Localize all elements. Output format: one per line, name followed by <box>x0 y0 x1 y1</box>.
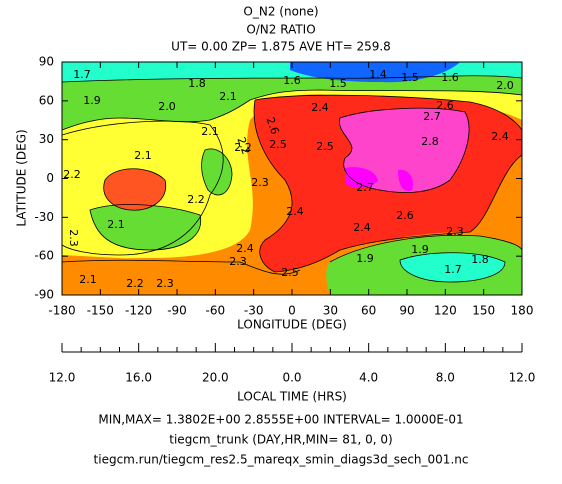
contour-label: 2.4 <box>236 242 254 255</box>
chart-subtitle: O/N2 RATIO <box>246 23 315 37</box>
x-tick-label: -150 <box>87 304 114 318</box>
contour-label: 2.3 <box>251 176 269 189</box>
y-tick-label: 90 <box>39 55 54 69</box>
contour-label: 2.7 <box>356 181 374 194</box>
contour-label: 2.4 <box>286 205 304 218</box>
contour-label: 1.8 <box>188 77 206 90</box>
contour-label: 1.6 <box>283 74 301 87</box>
contour-label: 2.4 <box>311 101 329 114</box>
y-tick-label: 0 <box>46 171 54 185</box>
x-tick-label: 90 <box>399 304 414 318</box>
lt-tick-label: 16.0 <box>125 371 152 385</box>
contour-label: 2.2 <box>234 135 252 156</box>
chart-title: O_N2 (none) <box>243 5 318 19</box>
x-tick-label: -180 <box>48 304 75 318</box>
contour-label: 2.1 <box>107 218 125 231</box>
chart-header: UT= 0.00 ZP= 1.875 AVE HT= 259.8 <box>171 40 391 54</box>
x-tick-label: -60 <box>206 304 226 318</box>
contour-label: 2.3 <box>229 255 247 268</box>
lt-tick-label: 12.0 <box>49 371 76 385</box>
contour-label: 2.3 <box>67 229 80 247</box>
y-axis-label: LATITUDE (DEG) <box>15 129 29 226</box>
contour-fill <box>62 62 522 295</box>
footer-text: tiegcm_trunk (DAY,HR,MIN= 81, 0, 0) <box>169 433 392 447</box>
x-tick-label: 60 <box>361 304 376 318</box>
footer-text: tiegcm.run/tiegcm_res2.5_mareqx_smin_dia… <box>94 453 469 467</box>
contour-label: 2.3 <box>156 277 174 290</box>
contour-label: 1.9 <box>356 252 374 265</box>
lt-tick-label: 12.0 <box>509 371 536 385</box>
contour-label: 2.6 <box>396 209 414 222</box>
contour-label: 2.4 <box>353 221 371 234</box>
y-tick-label: -90 <box>34 288 54 302</box>
contour-label: 2.4 <box>491 130 509 143</box>
contour-label: 1.4 <box>369 68 387 81</box>
lt-tick-label: 0.0 <box>282 371 301 385</box>
y-tick-label: 30 <box>39 132 54 146</box>
x-tick-label: 180 <box>511 304 534 318</box>
contour-label: 2.5 <box>281 266 299 279</box>
contour-label: 2.6 <box>436 99 454 112</box>
contour-label: 1.7 <box>73 68 91 81</box>
contour-label: 2.0 <box>158 100 176 113</box>
contour-label: 2.1 <box>134 149 152 162</box>
contour-label: 1.5 <box>401 71 419 84</box>
contour-label: 2.5 <box>316 140 334 153</box>
x-tick-label: -90 <box>167 304 187 318</box>
lt-axis-label: LOCAL TIME (HRS) <box>237 390 347 404</box>
contour-label: 2.7 <box>423 110 441 123</box>
contour-label: 2.8 <box>421 135 439 148</box>
contour-label: 2.2 <box>234 141 252 154</box>
contour-label: 2.0 <box>496 79 514 92</box>
contour-label: 2.1 <box>219 90 237 103</box>
contour-label: 2.5 <box>269 138 287 151</box>
contour-label: 2.2 <box>187 193 205 206</box>
y-tick-label: -30 <box>34 210 54 224</box>
contour-label: 1.9 <box>411 243 429 256</box>
contour-label: 1.5 <box>329 77 347 90</box>
x-tick-label: 150 <box>472 304 495 318</box>
contour-label: 2.2 <box>63 168 81 181</box>
contour-label: 2.2 <box>126 277 144 290</box>
lt-tick-label: 20.0 <box>202 371 229 385</box>
contour-label: 2.6 <box>263 115 281 136</box>
contour-label: 1.8 <box>471 253 489 266</box>
lt-tick-label: 8.0 <box>436 371 455 385</box>
contour-label: 1.6 <box>441 71 459 84</box>
x-tick-label: -120 <box>125 304 152 318</box>
contour-label: 1.7 <box>444 263 462 276</box>
x-tick-label: 0 <box>288 304 296 318</box>
y-tick-label: 60 <box>39 93 54 107</box>
contour-label: 2.1 <box>79 273 97 286</box>
contour-label: 1.9 <box>83 94 101 107</box>
x-axis-label: LONGITUDE (DEG) <box>237 318 347 332</box>
x-tick-label: 120 <box>434 304 457 318</box>
contour-label: 2.3 <box>446 225 464 238</box>
contour-label: 2.1 <box>201 125 219 138</box>
footer-text: MIN,MAX= 1.3802E+00 2.8555E+00 INTERVAL=… <box>98 413 463 427</box>
x-tick-label: -30 <box>244 304 264 318</box>
y-tick-label: -60 <box>34 249 54 263</box>
x-tick-label: 30 <box>323 304 338 318</box>
lt-tick-label: 4.0 <box>359 371 378 385</box>
